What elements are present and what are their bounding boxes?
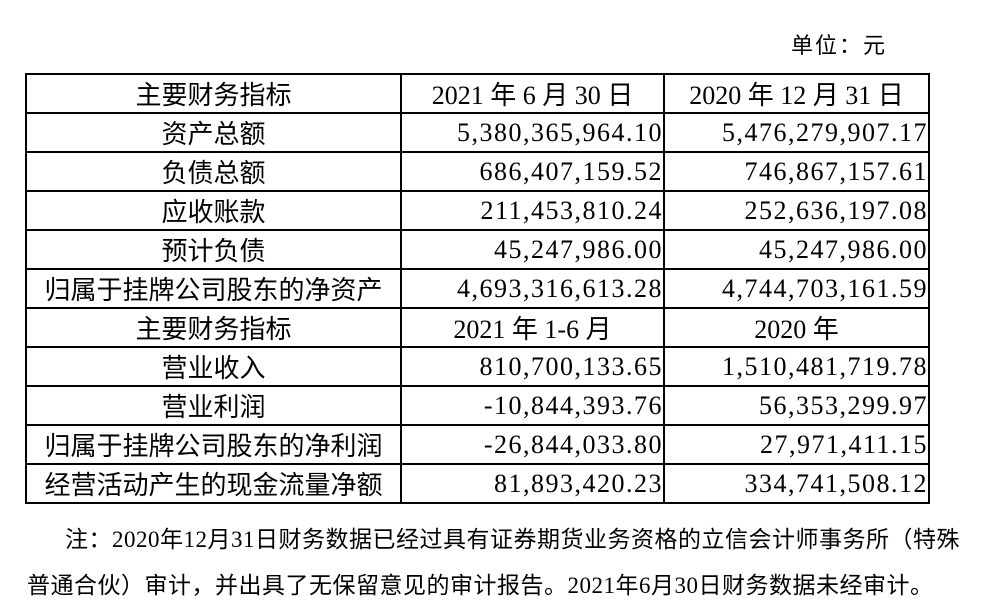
- header-period-cell: 2021 年 1-6 月: [400, 307, 665, 348]
- header-period-cell: 2020 年: [663, 307, 930, 348]
- audit-note-line-2: 普通合伙）审计，并出具了无保留意见的审计报告。2021年6月30日财务数据未经审…: [27, 573, 934, 598]
- value-prior-cell: 56,353,299.97: [663, 385, 930, 426]
- value-current-cell: 4,693,316,613.28: [400, 268, 665, 309]
- value-prior-cell: 27,971,411.15: [663, 424, 930, 465]
- value-current-cell: -26,844,033.80: [400, 424, 665, 465]
- header-indicator-cell: 主要财务指标: [25, 307, 402, 348]
- table-row: 资产总额 5,380,365,964.10 5,476,279,907.17: [25, 112, 930, 153]
- audit-note: 注：2020年12月31日财务数据已经过具有证券期货业务资格的立信会计师事务所（…: [27, 517, 965, 609]
- value-prior-cell: 45,247,986.00: [663, 229, 930, 270]
- value-current-cell: 686,407,159.52: [400, 151, 665, 192]
- table-row: 经营活动产生的现金流量净额 81,893,420.23 334,741,508.12: [25, 463, 930, 504]
- table-header-row: 主要财务指标 2021 年 1-6 月 2020 年: [25, 307, 930, 348]
- value-prior-cell: 4,744,703,161.59: [663, 268, 930, 309]
- table-row: 负债总额 686,407,159.52 746,867,157.61: [25, 151, 930, 192]
- value-current-cell: 45,247,986.00: [400, 229, 665, 270]
- value-prior-cell: 334,741,508.12: [663, 463, 930, 504]
- table-row: 归属于挂牌公司股东的净利润 -26,844,033.80 27,971,411.15: [25, 424, 930, 465]
- header-period-cell: 2021 年 6 月 30 日: [400, 73, 665, 114]
- audit-note-line-1: 注：2020年12月31日财务数据已经过具有证券期货业务资格的立信会计师事务所（…: [65, 527, 960, 552]
- indicator-label-cell: 资产总额: [25, 112, 402, 153]
- financial-indicators-table: 主要财务指标 2021 年 6 月 30 日 2020 年 12 月 31 日资产总…: [25, 73, 930, 504]
- table-row: 营业收入 810,700,133.65 1,510,481,719.78: [25, 346, 930, 387]
- value-current-cell: 5,380,365,964.10: [400, 112, 665, 153]
- table-row: 营业利润 -10,844,393.76 56,353,299.97: [25, 385, 930, 426]
- value-prior-cell: 746,867,157.61: [663, 151, 930, 192]
- indicator-label-cell: 营业收入: [25, 346, 402, 387]
- table-header-row: 主要财务指标 2021 年 6 月 30 日 2020 年 12 月 31 日: [25, 73, 930, 114]
- value-current-cell: 81,893,420.23: [400, 463, 665, 504]
- indicator-label-cell: 预计负债: [25, 229, 402, 270]
- indicator-label-cell: 归属于挂牌公司股东的净资产: [25, 268, 402, 309]
- value-current-cell: 810,700,133.65: [400, 346, 665, 387]
- indicator-label-cell: 经营活动产生的现金流量净额: [25, 463, 402, 504]
- indicator-label-cell: 归属于挂牌公司股东的净利润: [25, 424, 402, 465]
- value-prior-cell: 1,510,481,719.78: [663, 346, 930, 387]
- header-indicator-cell: 主要财务指标: [25, 73, 402, 114]
- table-row: 应收账款 211,453,810.24 252,636,197.08: [25, 190, 930, 231]
- indicator-label-cell: 应收账款: [25, 190, 402, 231]
- value-prior-cell: 5,476,279,907.17: [663, 112, 930, 153]
- financial-table-body: 主要财务指标 2021 年 6 月 30 日 2020 年 12 月 31 日资产总…: [25, 73, 930, 504]
- unit-label: 单位：元: [790, 33, 887, 58]
- table-row: 预计负债 45,247,986.00 45,247,986.00: [25, 229, 930, 270]
- indicator-label-cell: 负债总额: [25, 151, 402, 192]
- value-current-cell: 211,453,810.24: [400, 190, 665, 231]
- value-current-cell: -10,844,393.76: [400, 385, 665, 426]
- value-prior-cell: 252,636,197.08: [663, 190, 930, 231]
- table-row: 归属于挂牌公司股东的净资产 4,693,316,613.28 4,744,703,1…: [25, 268, 930, 309]
- indicator-label-cell: 营业利润: [25, 385, 402, 426]
- header-period-cell: 2020 年 12 月 31 日: [663, 73, 930, 114]
